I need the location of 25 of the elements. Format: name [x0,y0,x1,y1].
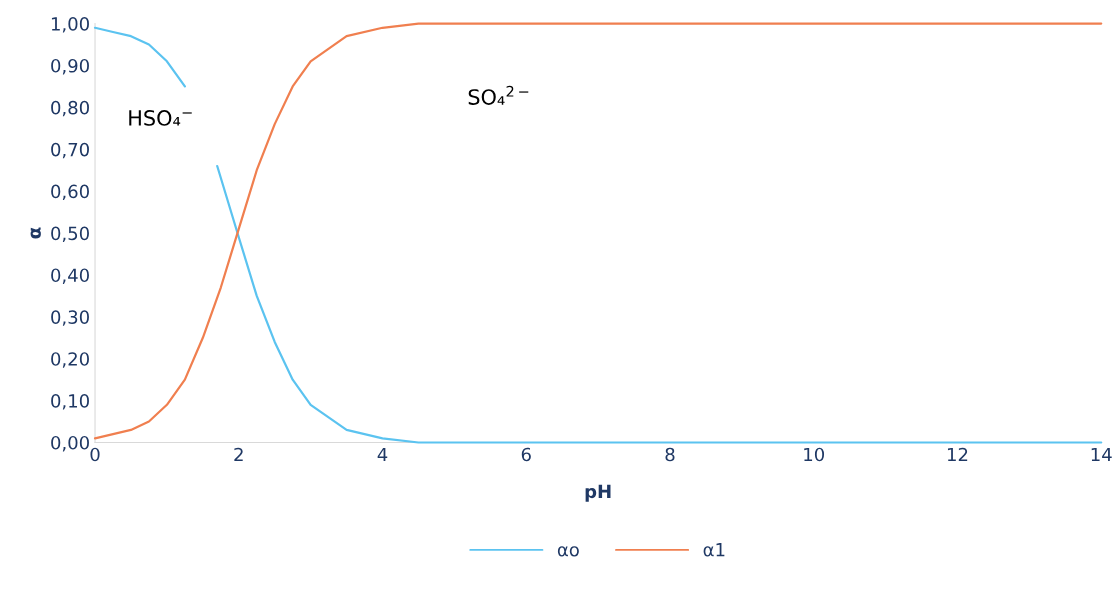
x-tick-label: 4 [377,447,388,462]
annotation: SO₄$^{2−}$ [468,85,529,105]
y-tick-label: 0,90 [51,58,89,75]
y-tick-label: 1,00 [51,17,89,33]
x-axis-title: pH [585,484,611,502]
x-tick-label: 12 [947,447,968,462]
y-tick-label: 0,30 [51,310,89,326]
y-tick-label: 0,20 [51,352,89,368]
x-tick-label: 10 [804,447,825,462]
x-tick-label: 8 [665,447,675,462]
legend-label: αo [557,546,579,557]
x-tick-label: 0 [90,447,100,462]
y-tick-label: 0,50 [51,226,89,243]
y-tick-label: 0,00 [51,435,89,452]
legend-label: α1 [703,543,725,557]
y-axis-title: α [30,227,41,239]
x-tick-label: 14 [1091,447,1112,462]
y-tick-label: 0,10 [51,394,89,410]
annotation: HSO₄$^{−}$ [129,110,192,126]
y-tick-label: 0,60 [51,184,89,201]
y-tick-label: 0,70 [51,142,89,159]
x-tick-label: 6 [521,447,531,462]
y-tick-label: 0,80 [51,100,89,117]
x-tick-label: 2 [234,447,243,462]
y-tick-label: 0,40 [51,268,89,284]
